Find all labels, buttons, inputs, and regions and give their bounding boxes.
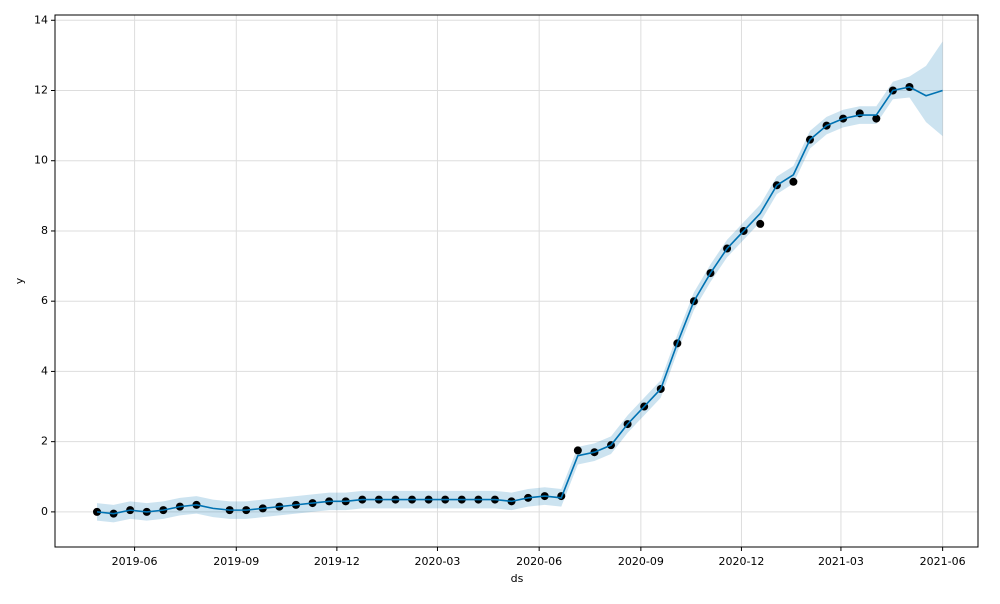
y-tick-label: 6: [41, 294, 48, 307]
x-tick-label: 2019-12: [314, 555, 360, 568]
y-tick-label: 14: [34, 13, 48, 26]
plot-area: [93, 41, 943, 523]
y-tick-label: 12: [34, 83, 48, 96]
observed-point: [872, 114, 881, 123]
observed-point: [573, 446, 582, 455]
x-axis-label: ds: [511, 572, 524, 585]
y-tick-label: 4: [41, 364, 48, 377]
y-tick-label: 10: [34, 154, 48, 167]
x-tick-label: 2020-03: [414, 555, 460, 568]
x-tick-label: 2021-06: [920, 555, 966, 568]
x-tick-label: 2019-09: [213, 555, 259, 568]
y-tick-label: 2: [41, 435, 48, 448]
axes-frame: [54, 14, 979, 548]
forecast-line: [96, 86, 943, 515]
y-axis-label: y: [13, 277, 26, 284]
observed-point: [756, 219, 765, 228]
x-tick-label: 2020-09: [618, 555, 664, 568]
x-tick-label: 2020-06: [516, 555, 562, 568]
observed-point: [789, 177, 798, 186]
x-tick-label: 2021-03: [818, 555, 864, 568]
x-tick-label: 2020-12: [718, 555, 764, 568]
x-tick-label: 2019-06: [112, 555, 158, 568]
grid: [55, 15, 978, 547]
y-tick-label: 0: [41, 505, 48, 518]
y-tick-label: 8: [41, 224, 48, 237]
